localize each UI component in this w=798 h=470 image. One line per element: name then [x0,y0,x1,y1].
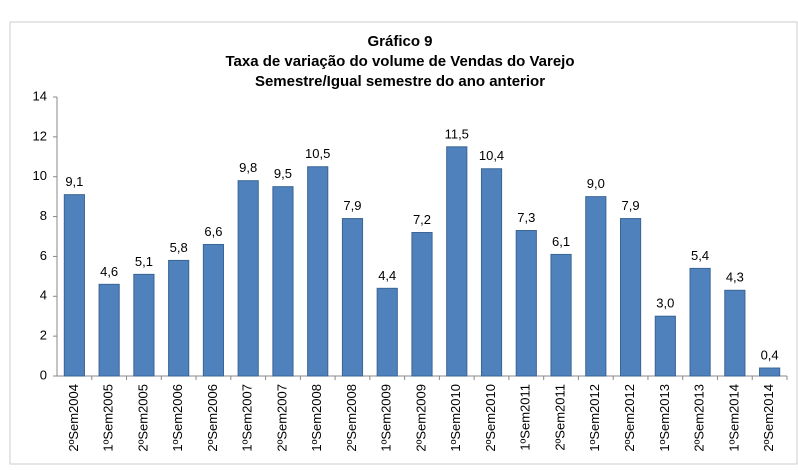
x-tick-label: 1ºSem2010 [448,384,463,452]
x-tick-label: 2ºSem2009 [413,384,428,452]
value-label: 7,9 [622,198,640,213]
bar [307,166,329,377]
x-tick-label: 2ºSem2012 [622,384,637,452]
y-tick-label: 2 [40,328,47,343]
x-tick-label: 2ºSem2013 [692,384,707,452]
value-label: 5,1 [135,254,153,269]
y-tick-label: 10 [33,168,47,183]
bar [654,315,676,377]
chart-title: Taxa de variação do volume de Vendas do … [225,53,574,70]
chart-frame [9,21,798,465]
bar [168,259,190,377]
value-label: 11,5 [445,126,469,141]
bar [515,230,537,377]
value-label: 0,4 [761,347,779,362]
bar [237,180,259,377]
x-tick-label: 1ºSem2007 [240,384,255,452]
x-tick-label: 2ºSem2014 [761,384,776,452]
bar [724,289,746,377]
value-label: 4,3 [726,270,744,285]
x-tick-label: 2ºSem2005 [135,384,150,452]
bar [272,186,294,377]
x-tick-label: 1ºSem2013 [657,384,672,452]
value-label: 6,6 [204,224,222,239]
bar [550,253,572,377]
bar [63,194,85,377]
y-tick-label: 8 [40,208,47,223]
bar [585,196,607,377]
chart-title: Semestre/Igual semestre do ano anterior [255,73,545,90]
bar [480,168,503,377]
value-label: 9,1 [65,174,83,189]
bar [411,232,433,377]
bar [446,146,468,377]
x-tick-label: 2ºSem2008 [344,384,359,452]
bar [759,367,781,377]
bar [133,273,155,377]
value-label: 9,8 [239,160,257,175]
x-tick-label: 1ºSem2011 [518,384,533,451]
x-tick-label: 1ºSem2012 [587,384,602,452]
x-tick-label: 1ºSem2014 [726,384,741,452]
y-tick-label: 6 [40,248,47,263]
bar [689,267,711,377]
value-label: 5,8 [170,240,188,255]
x-tick-label: 2ºSem2010 [483,384,498,452]
chart-title: Gráfico 9 [367,33,432,50]
value-label: 10,5 [305,146,330,161]
value-label: 6,1 [552,234,570,249]
x-tick-label: 2ºSem2004 [66,384,81,452]
bar [98,283,120,377]
value-label: 10,4 [479,148,504,163]
bar [341,218,364,377]
value-label: 4,6 [100,264,118,279]
value-label: 7,3 [517,210,535,225]
x-tick-label: 1ºSem2006 [170,384,185,452]
y-tick-label: 4 [40,288,47,303]
x-tick-label: 2ºSem2006 [205,384,220,452]
x-tick-label: 1ºSem2008 [309,384,324,452]
y-tick-label: 12 [33,128,47,143]
value-label: 3,0 [656,296,674,311]
value-label: 5,4 [691,248,709,263]
x-tick-label: 1ºSem2005 [101,384,116,452]
y-tick-label: 14 [33,88,47,103]
x-tick-label: 1ºSem2009 [379,384,394,452]
value-label: 7,9 [343,198,361,213]
bar [202,243,225,377]
value-label: 9,5 [274,166,292,181]
bar [619,218,642,377]
bar [376,287,398,377]
value-label: 4,4 [378,268,396,283]
x-tick-label: 2ºSem2007 [274,384,289,452]
value-label: 7,2 [413,212,431,227]
x-tick-label: 2ºSem2011 [552,384,567,451]
y-tick-label: 0 [40,367,47,382]
value-label: 9,0 [587,176,605,191]
